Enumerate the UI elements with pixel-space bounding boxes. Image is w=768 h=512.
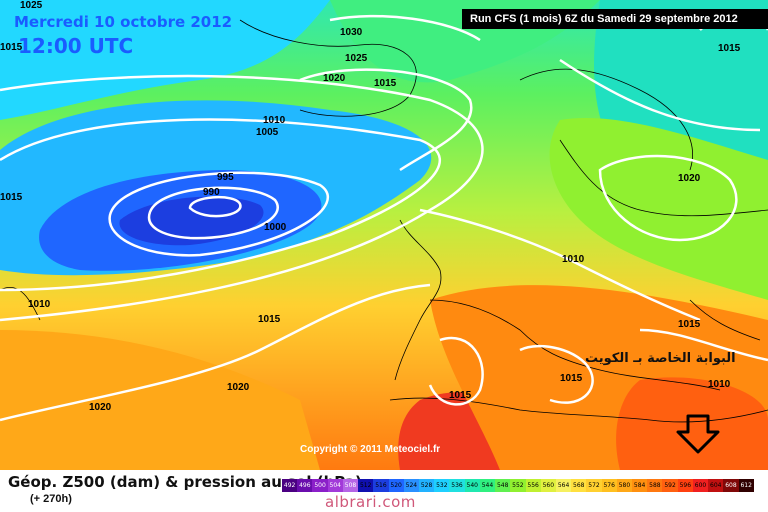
legend-swatch: 612: [738, 479, 754, 492]
isobar-label: 990: [203, 187, 220, 198]
field-red-se: [616, 377, 768, 470]
weather-map: 1025 1030 1025 1020 1015 1015 1010 1005 …: [0, 0, 768, 470]
legend-swatch: 528: [418, 479, 435, 492]
field-orange-sw: [0, 330, 320, 470]
legend-swatch: 592: [662, 479, 678, 492]
isobar-label: 1015: [560, 373, 583, 384]
legend-swatch: 572: [586, 479, 602, 492]
isobar-label: 1010: [28, 299, 51, 310]
isobar-label: 1020: [323, 73, 346, 84]
isobar-label: 1000: [264, 222, 287, 233]
forecast-time: 12:00 UTC: [18, 34, 134, 58]
legend-swatch: 564: [555, 479, 572, 492]
run-info-bar: Run CFS (1 mois) 6Z du Samedi 29 septemb…: [462, 9, 768, 29]
field-green-e: [549, 118, 768, 300]
legend-swatch: 536: [449, 479, 465, 492]
isobar-label: 1025: [20, 0, 43, 11]
isobar-label: 1015: [258, 314, 281, 325]
isobar-label: 1015: [374, 78, 397, 89]
arabic-annotation: البوابة الخاصة بـ الكويت: [585, 351, 736, 366]
isobar-label: 1015: [0, 42, 23, 53]
isobar-labels: 1025 1030 1025 1020 1015 1015 1010 1005 …: [0, 0, 741, 413]
legend-swatch: 576: [601, 479, 617, 492]
legend-swatch: 556: [525, 479, 541, 492]
legend-swatch: 532: [434, 479, 450, 492]
isobar-label: 1020: [227, 382, 250, 393]
field-deepest-blue: [119, 196, 264, 246]
forecast-date: Mercredi 10 octobre 2012: [14, 13, 233, 31]
legend-swatch: 508: [342, 479, 359, 492]
isobar-label: 1015: [0, 192, 23, 203]
legend-swatch: 524: [403, 479, 419, 492]
watermark: albrari.com: [325, 493, 416, 511]
legend-swatch: 608: [723, 479, 739, 492]
forecast-range: (+ 270h): [30, 493, 72, 505]
legend-swatch: 568: [571, 479, 587, 492]
isobars: [0, 13, 768, 422]
copyright-notice: Copyright © 2011 Meteociel.fr: [300, 444, 441, 455]
isobar-label: 1030: [340, 27, 363, 38]
legend-swatch: 504: [327, 479, 343, 492]
isobar-label: 1020: [678, 173, 701, 184]
legend-swatch: 604: [708, 479, 724, 492]
legend-swatch: 560: [540, 479, 556, 492]
legend-swatch: 512: [358, 479, 374, 492]
down-arrow-icon: [676, 414, 720, 454]
isobar-label: 1015: [678, 319, 701, 330]
isobar-label: 1010: [562, 254, 585, 265]
legend-swatch: 584: [632, 479, 648, 492]
legend-swatch: 580: [616, 479, 633, 492]
coastlines: [0, 19, 768, 423]
isobar-label: 1020: [89, 402, 112, 413]
legend-swatch: 540: [464, 479, 480, 492]
legend-swatch: 500: [312, 479, 328, 492]
legend-swatch: 544: [479, 479, 496, 492]
legend-swatch: 520: [388, 479, 404, 492]
legend-swatch: 600: [692, 479, 709, 492]
color-legend: 492 496 500 504 508 512 516 520 524 528 532 536 540 5…: [282, 479, 754, 492]
isobar-label: 1015: [718, 43, 741, 54]
isobar-label: 1005: [256, 127, 279, 138]
map-title: Géop. Z500 (dam) & pression au sol (hPa): [8, 473, 362, 491]
legend-swatch: 552: [510, 479, 526, 492]
legend-swatch: 516: [373, 479, 389, 492]
isobar-label: 1015: [449, 390, 472, 401]
isobar-label: 1025: [345, 53, 368, 64]
isobar-label: 1010: [263, 115, 286, 126]
isobar-label: 995: [217, 172, 234, 183]
legend-swatch: 588: [647, 479, 663, 492]
legend-swatch: 596: [677, 479, 693, 492]
legend-swatch: 492: [282, 479, 298, 492]
field-cyan-nw: [0, 0, 330, 120]
legend-swatch: 548: [495, 479, 511, 492]
isobar-label: 1010: [708, 379, 731, 390]
legend-swatch: 496: [297, 479, 313, 492]
